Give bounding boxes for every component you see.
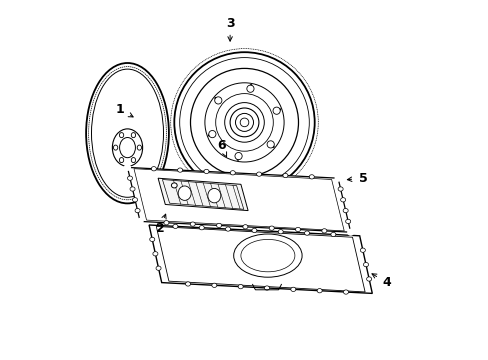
Ellipse shape [203, 169, 208, 174]
Ellipse shape [178, 186, 191, 201]
Ellipse shape [215, 94, 273, 151]
Ellipse shape [163, 221, 168, 225]
Ellipse shape [233, 234, 302, 277]
Ellipse shape [190, 68, 298, 176]
Ellipse shape [235, 113, 253, 131]
Ellipse shape [113, 145, 118, 150]
Ellipse shape [156, 266, 161, 270]
Ellipse shape [214, 97, 222, 104]
Ellipse shape [204, 83, 284, 162]
Ellipse shape [346, 229, 354, 236]
Ellipse shape [208, 130, 216, 138]
Ellipse shape [334, 175, 341, 182]
Ellipse shape [136, 218, 143, 225]
Ellipse shape [243, 225, 247, 229]
Text: 2: 2 [155, 222, 164, 235]
Ellipse shape [211, 283, 216, 287]
Ellipse shape [177, 168, 183, 172]
Polygon shape [127, 167, 350, 232]
Text: 6: 6 [216, 139, 225, 152]
Text: 4: 4 [382, 276, 390, 289]
Ellipse shape [308, 175, 314, 179]
Ellipse shape [137, 145, 141, 150]
Ellipse shape [120, 138, 135, 158]
Ellipse shape [167, 200, 177, 207]
Ellipse shape [207, 188, 221, 203]
Ellipse shape [278, 230, 283, 234]
Text: 5: 5 [358, 172, 367, 185]
Ellipse shape [130, 187, 135, 191]
Ellipse shape [272, 107, 280, 114]
Ellipse shape [251, 228, 256, 233]
Ellipse shape [340, 198, 345, 202]
Ellipse shape [264, 286, 269, 290]
Ellipse shape [345, 219, 350, 224]
Ellipse shape [283, 174, 287, 177]
Ellipse shape [238, 284, 243, 289]
Polygon shape [149, 225, 371, 293]
Ellipse shape [256, 172, 261, 176]
Ellipse shape [216, 223, 221, 228]
Ellipse shape [224, 103, 264, 142]
Polygon shape [158, 178, 247, 211]
Ellipse shape [246, 85, 254, 92]
Ellipse shape [266, 141, 274, 148]
Ellipse shape [269, 226, 274, 230]
Ellipse shape [230, 171, 235, 175]
Ellipse shape [112, 129, 142, 166]
Ellipse shape [174, 52, 314, 193]
Ellipse shape [86, 63, 168, 203]
Ellipse shape [131, 158, 135, 163]
Ellipse shape [199, 226, 204, 230]
Ellipse shape [230, 108, 258, 137]
Ellipse shape [225, 227, 230, 231]
Ellipse shape [151, 167, 156, 171]
Ellipse shape [149, 237, 155, 242]
Ellipse shape [185, 282, 190, 286]
Ellipse shape [190, 222, 195, 226]
Ellipse shape [119, 158, 123, 163]
Ellipse shape [234, 153, 242, 160]
Ellipse shape [366, 277, 371, 281]
Ellipse shape [153, 252, 158, 256]
Ellipse shape [304, 231, 309, 235]
Ellipse shape [343, 208, 347, 213]
Text: 3: 3 [225, 17, 234, 30]
Ellipse shape [360, 248, 365, 252]
Ellipse shape [173, 224, 178, 229]
Ellipse shape [295, 228, 300, 231]
Ellipse shape [240, 118, 248, 127]
Ellipse shape [135, 208, 140, 213]
Ellipse shape [132, 198, 137, 202]
Ellipse shape [321, 229, 326, 233]
Ellipse shape [290, 287, 295, 292]
Ellipse shape [131, 132, 135, 138]
Ellipse shape [363, 262, 368, 267]
Text: 1: 1 [116, 103, 124, 116]
Ellipse shape [337, 187, 343, 191]
Ellipse shape [343, 290, 348, 294]
Ellipse shape [170, 194, 180, 202]
Ellipse shape [166, 189, 177, 196]
Ellipse shape [317, 289, 322, 293]
Ellipse shape [119, 132, 123, 138]
Ellipse shape [330, 232, 335, 237]
Ellipse shape [127, 176, 132, 180]
Ellipse shape [123, 164, 131, 171]
Ellipse shape [171, 183, 177, 188]
